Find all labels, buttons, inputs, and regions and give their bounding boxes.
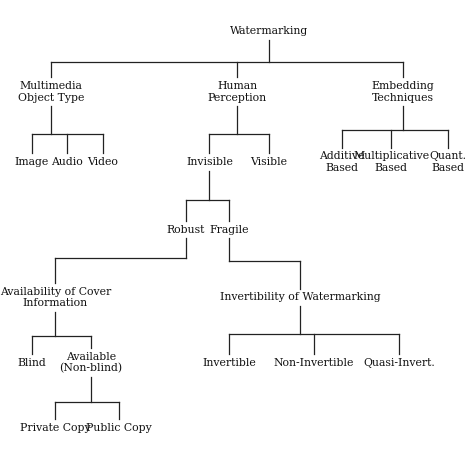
Text: Invertible: Invertible [202,358,256,368]
Text: Additive
Based: Additive Based [319,151,365,173]
Text: Quant.
Based: Quant. Based [430,151,467,173]
Text: Visible: Visible [250,157,287,167]
Text: Non-Invertible: Non-Invertible [274,358,354,368]
Text: Blind: Blind [17,358,46,368]
Text: Video: Video [87,157,118,167]
Text: Invertibility of Watermarking: Invertibility of Watermarking [220,292,381,302]
Text: Availability of Cover
Information: Availability of Cover Information [0,287,111,308]
Text: Invisible: Invisible [186,157,233,167]
Text: Image: Image [15,157,49,167]
Text: Watermarking: Watermarking [229,27,308,36]
Text: Multiplicative
Based: Multiplicative Based [353,151,429,173]
Text: Private Copy: Private Copy [20,423,91,433]
Text: Public Copy: Public Copy [86,423,151,433]
Text: Available
(Non-blind): Available (Non-blind) [59,352,122,374]
Text: Multimedia
Object Type: Multimedia Object Type [18,81,84,103]
Text: Robust: Robust [166,225,205,235]
Text: Quasi-Invert.: Quasi-Invert. [363,358,435,368]
Text: Fragile: Fragile [210,225,249,235]
Text: Embedding
Techniques: Embedding Techniques [372,81,434,103]
Text: Audio: Audio [51,157,83,167]
Text: Human
Perception: Human Perception [208,81,266,103]
